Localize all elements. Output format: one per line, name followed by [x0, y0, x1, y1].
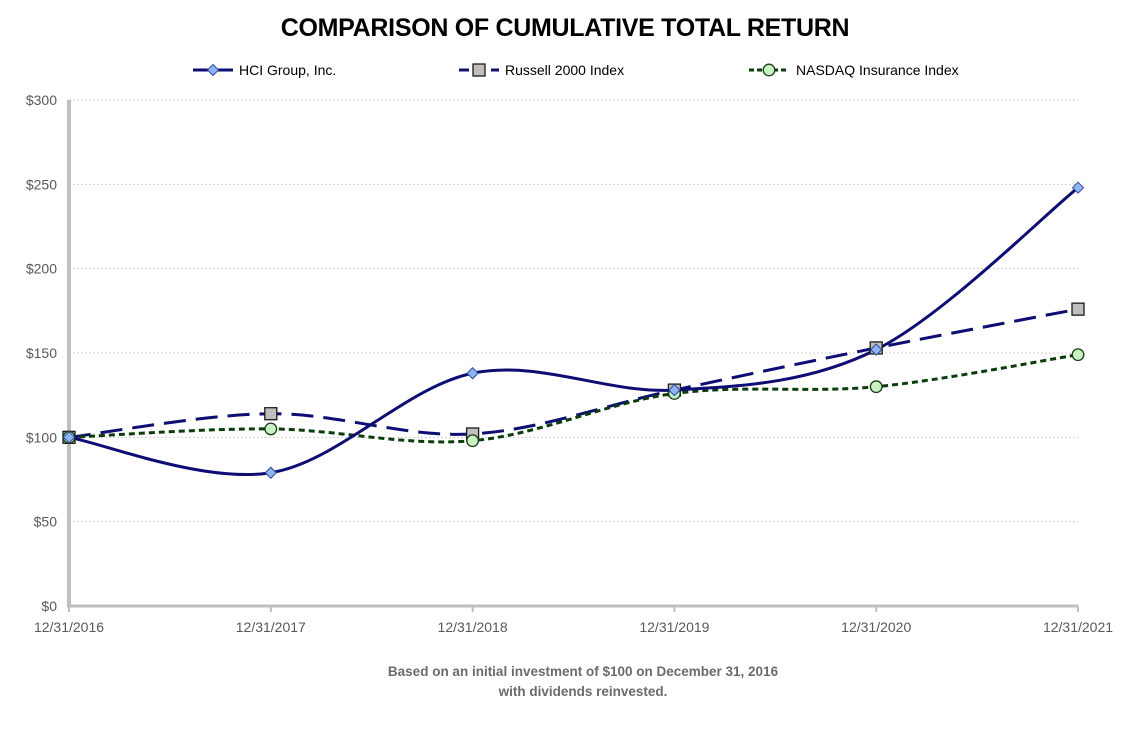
data-point	[1071, 348, 1085, 362]
x-tick-label: 12/31/2017	[236, 619, 306, 635]
data-point	[1071, 181, 1085, 194]
y-tick-label: $250	[26, 176, 57, 192]
x-tick-label: 12/31/2016	[34, 619, 104, 635]
data-point	[869, 343, 883, 356]
series-markers	[62, 181, 1085, 479]
x-tick-label: 12/31/2021	[1043, 619, 1113, 635]
series-lines	[68, 186, 1079, 477]
data-point	[466, 434, 480, 448]
data-point	[466, 367, 479, 380]
legend-label: Russell 2000 Index	[505, 62, 624, 78]
axes: $0 $50 $100 $150 $200 $250 $300 12/31/2016 12/31…	[26, 92, 1113, 635]
y-tick-label: $300	[26, 92, 57, 108]
data-point	[62, 431, 76, 444]
x-tick-label: 12/31/2018	[438, 619, 508, 635]
series-line	[68, 353, 1079, 444]
x-tick-label: 12/31/2019	[639, 619, 709, 635]
y-tick-label: $150	[26, 345, 57, 361]
legend-marker	[762, 63, 776, 77]
x-tick-label: 12/31/2020	[841, 619, 911, 635]
line-chart: $0 $50 $100 $150 $200 $250 $300 12/31/2016 12/31…	[26, 62, 1113, 635]
legend-label: NASDAQ Insurance Index	[796, 62, 959, 78]
footnote-line-2: with dividends reinvested.	[498, 684, 668, 699]
series-line	[68, 307, 1079, 439]
gridlines	[69, 99, 1078, 523]
data-point	[264, 422, 278, 436]
data-point	[668, 383, 681, 397]
y-tick-label: $50	[34, 514, 58, 530]
data-point	[869, 380, 883, 394]
y-tick-label: $200	[26, 261, 57, 277]
y-tick-label: $100	[26, 429, 57, 445]
data-point	[264, 407, 278, 421]
y-tick-label: $0	[41, 598, 57, 614]
series-line	[68, 186, 1079, 477]
legend-label: HCI Group, Inc.	[239, 62, 336, 78]
data-point	[264, 466, 278, 479]
legend-marker	[206, 63, 220, 77]
footnote-line-1: Based on an initial investment of $100 o…	[387, 664, 779, 679]
legend-marker	[472, 63, 486, 77]
legend: HCI Group, Inc. Russell 2000 Index NASDAQ …	[193, 62, 959, 78]
data-point	[1071, 302, 1085, 316]
chart-title: COMPARISON OF CUMULATIVE TOTAL RETURN	[280, 14, 850, 42]
chart-footnote: Based on an initial investment of $100 o…	[0, 662, 1130, 702]
